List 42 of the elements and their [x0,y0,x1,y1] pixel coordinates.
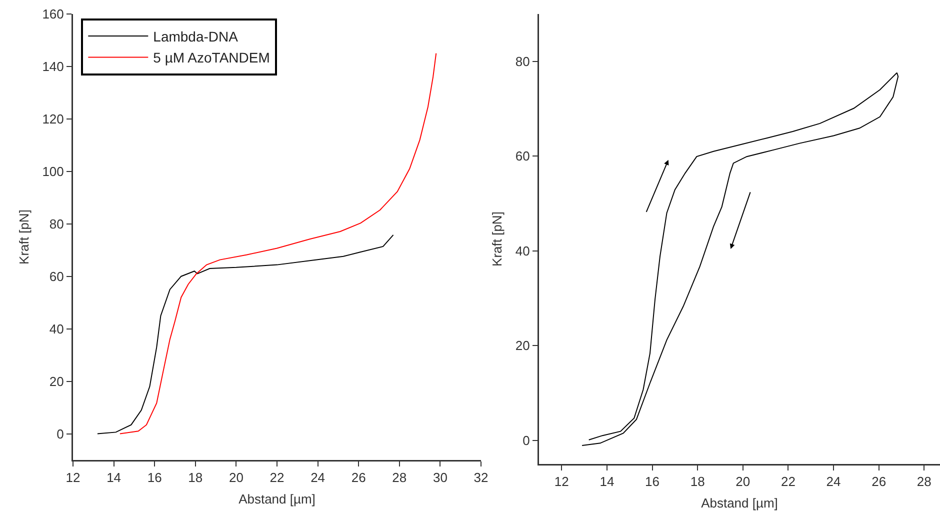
x-axis-title: Abstand [µm] [238,491,316,506]
x-tick-label: 16 [645,474,660,490]
x-axis-title: Abstand [µm] [701,495,778,510]
x-tick-label: 26 [872,474,886,490]
y-tick-label: 20 [515,338,530,354]
y-tick-label: 0 [522,432,530,448]
x-tick-label: 24 [826,474,841,490]
y-tick-label: 60 [49,268,64,284]
y-tick-label: 140 [42,59,64,74]
x-tick-label: 18 [188,470,203,486]
x-tick-label: 14 [600,474,614,490]
y-tick-label: 60 [515,148,530,164]
y-tick-label: 120 [42,111,64,126]
y-tick-label: 100 [42,164,64,179]
x-tick-label: 28 [392,470,407,486]
x-tick-label: 14 [106,470,122,486]
y-tick-label: 80 [49,216,64,232]
x-tick-label: 20 [228,470,244,486]
x-tick-label: 22 [780,474,796,490]
x-tick-label: 12 [66,470,80,486]
x-tick-label: 26 [351,470,366,486]
x-tick-label: 30 [432,470,448,486]
y-axis-title: Kraft [pN] [16,210,32,264]
line-series [96,234,394,434]
x-tick-label: 16 [147,470,162,486]
legend-label: Lambda-DNA [153,28,239,45]
y-tick-label: 40 [49,321,64,336]
x-tick-label: 24 [310,470,326,486]
line-series [119,52,437,434]
x-tick-label: 18 [690,474,705,490]
y-tick-label: 40 [515,243,530,258]
x-tick-label: 28 [916,474,932,490]
y-tick-label: 20 [49,374,64,389]
y-tick-label: 160 [42,6,64,22]
x-tick-label: 22 [270,470,284,486]
x-tick-label: 32 [474,470,488,486]
x-tick-label: 12 [554,474,569,490]
y-tick-label: 80 [515,54,530,69]
legend-label: 5 µM AzoTANDEM [153,50,270,66]
y-axis-title: Kraft [pN] [490,212,505,266]
x-tick-label: 20 [736,474,750,490]
y-tick-label: 0 [56,426,64,442]
